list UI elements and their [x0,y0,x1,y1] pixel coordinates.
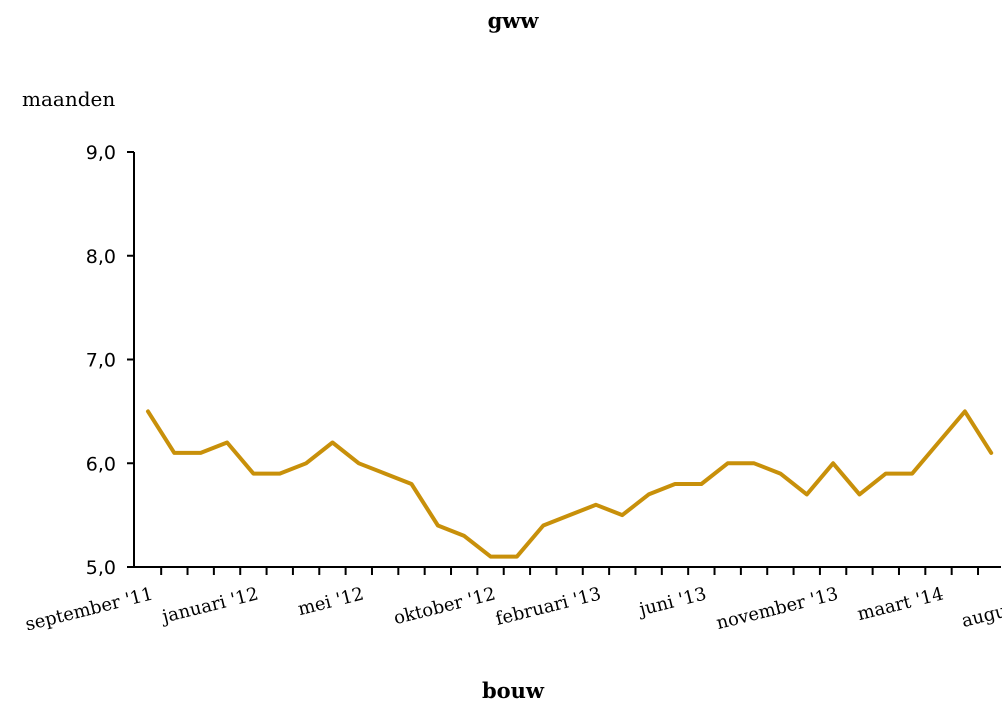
x-tick-label: mei '12 [296,583,366,620]
x-axis-label: bouw [482,678,545,702]
x-ticks: september '11 januari '12 mei '12 oktober '… [23,567,1002,635]
x-tick-label: juni '13 [635,583,708,620]
chart-title: gww [488,8,540,33]
y-tick-label: 6,0 [86,453,116,475]
y-tick-label: 8,0 [86,246,116,268]
y-axis-unit: maanden [22,87,115,111]
series-layer [146,409,994,559]
x-tick-label: februari '13 [494,583,604,629]
y-tick-label: 7,0 [86,350,116,372]
y-ticks: 5,0 6,0 7,0 8,0 9,0 [86,142,134,579]
x-tick-label: september '11 [23,583,155,635]
x-tick-label: november '13 [714,583,840,634]
y-tick-label: 5,0 [86,557,116,579]
x-tick-label: oktober '12 [392,583,498,629]
x-tick-label: augustus '14 [960,583,1002,632]
y-tick-label: 9,0 [86,142,116,164]
axes [133,152,1001,568]
x-tick-label: januari '12 [158,583,260,628]
series-line [146,409,994,559]
x-tick-label: maart '14 [855,583,945,625]
